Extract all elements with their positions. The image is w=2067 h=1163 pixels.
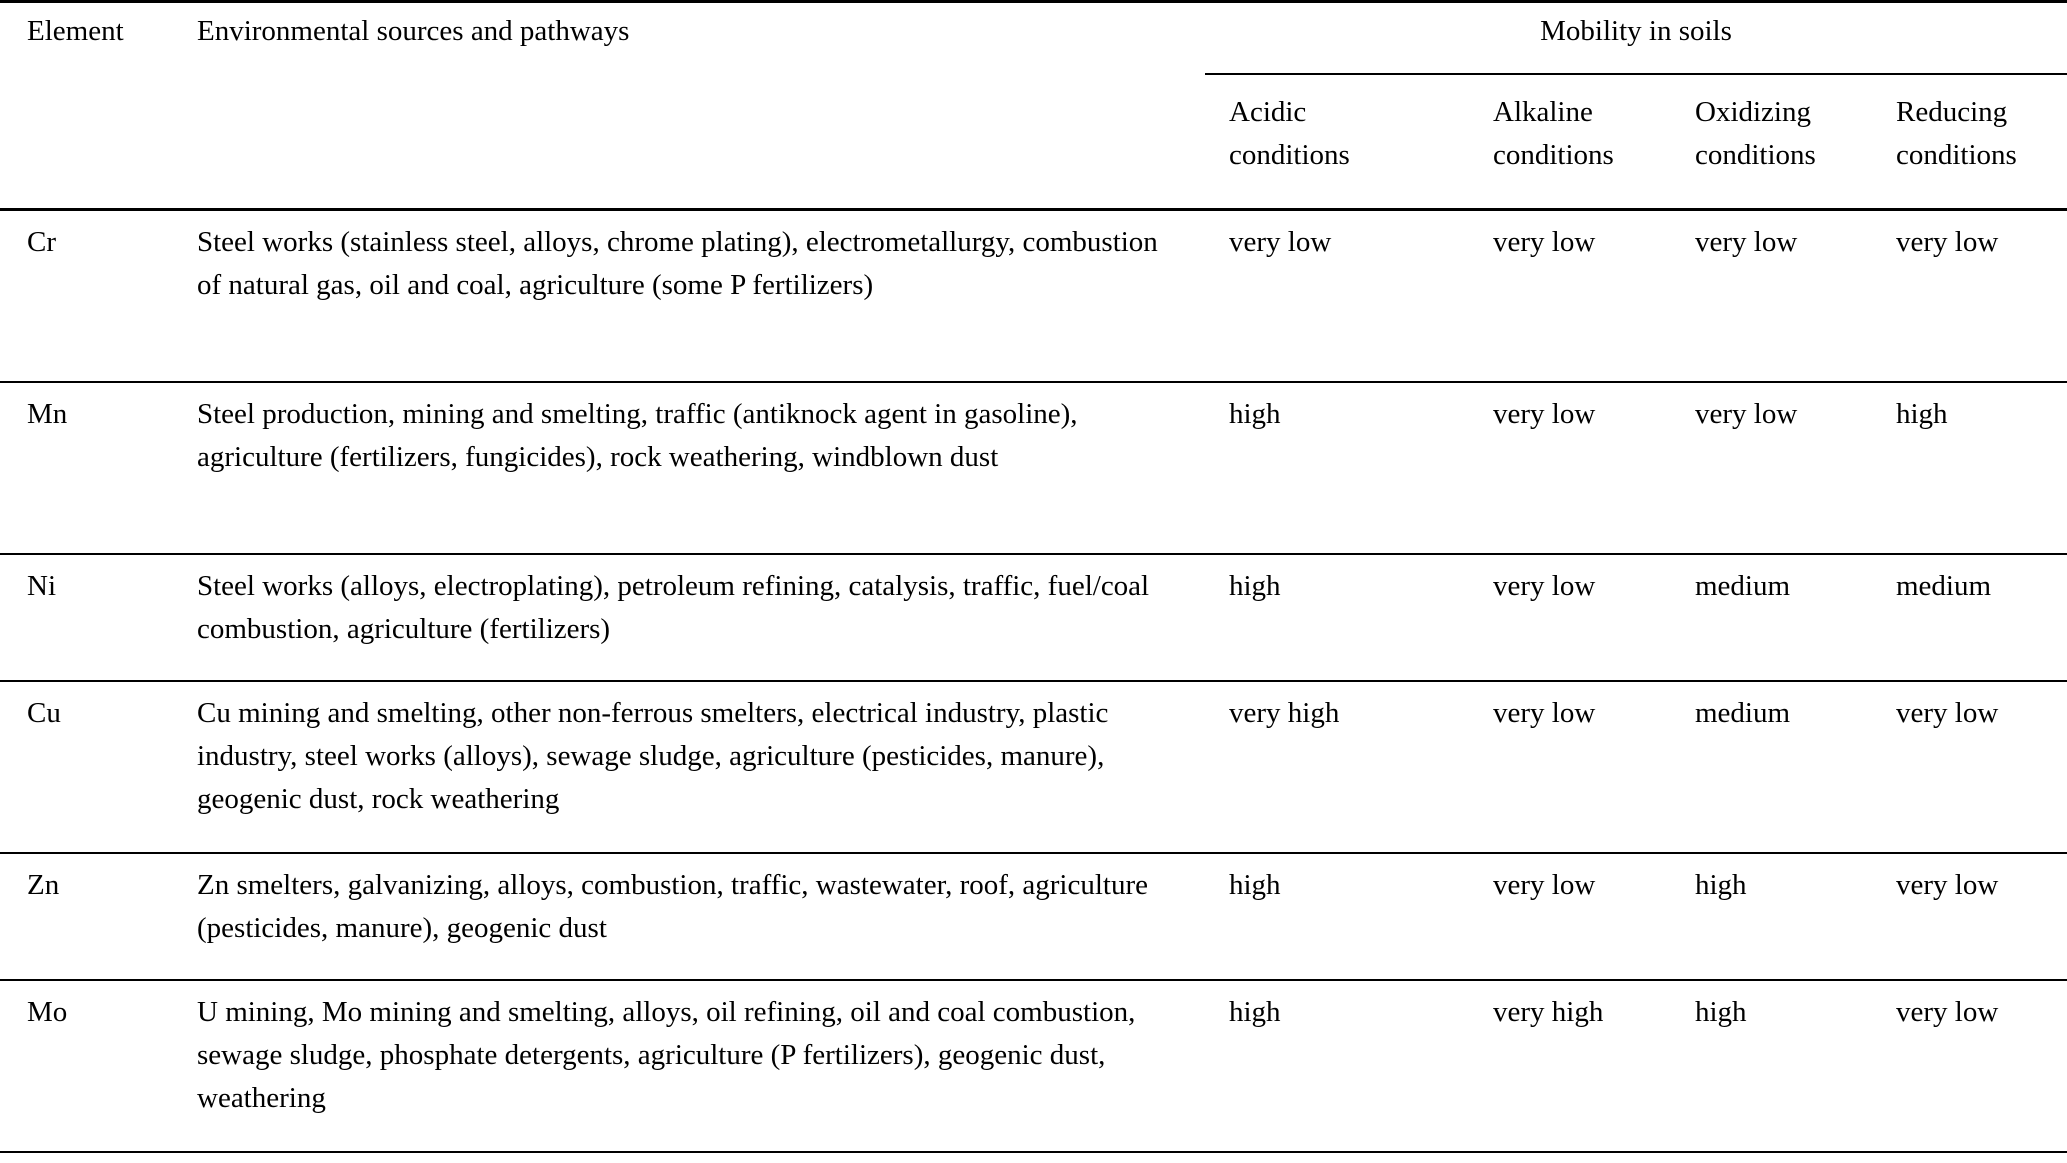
column-group-header-mobility: Mobility in soils — [1205, 1, 2067, 75]
mobility-reducing-cell: very low — [1896, 980, 2067, 1153]
element-cell: Ni — [0, 554, 197, 682]
mobility-oxidizing-cell: very low — [1695, 382, 1896, 555]
header-row-conditions: Acidic conditions Alkaline conditions Ox… — [0, 74, 2067, 211]
mobility-reducing-cell: medium — [1896, 554, 2067, 682]
table-row-ni: Ni Steel works (alloys, electroplating),… — [0, 554, 2067, 682]
column-header-sources: Environmental sources and pathways — [197, 1, 1205, 211]
mobility-oxidizing-cell: high — [1695, 980, 1896, 1153]
mobility-alkaline-cell: very high — [1493, 980, 1695, 1153]
table-row-mn: Mn Steel production, mining and smelting… — [0, 382, 2067, 555]
mobility-oxidizing-cell: medium — [1695, 681, 1896, 854]
mobility-acidic-cell: high — [1205, 853, 1493, 981]
mobility-oxidizing-cell: very low — [1695, 209, 1896, 383]
table-body: Cr Steel works (stainless steel, alloys,… — [0, 209, 2067, 1163]
element-cell: Cd — [0, 1152, 197, 1163]
column-header-element: Element — [0, 1, 197, 211]
sources-cell: Cu mining and smelting, other non-ferrou… — [197, 681, 1205, 854]
mobility-alkaline-cell: very low — [1493, 681, 1695, 854]
mobility-oxidizing-cell: variable — [1695, 1152, 1896, 1163]
table-header: Element Environmental sources and pathwa… — [0, 1, 2067, 211]
mobility-acidic-cell: high — [1205, 382, 1493, 555]
mobility-oxidizing-cell: medium — [1695, 554, 1896, 682]
header-row-group: Element Environmental sources and pathwa… — [0, 1, 2067, 211]
mobility-reducing-cell: very low — [1896, 681, 2067, 854]
mobility-acidic-cell: very low — [1205, 209, 1493, 383]
sources-cell: Zn smelters, galvanizing, alloys, combus… — [197, 853, 1205, 981]
mobility-reducing-cell: very low — [1896, 209, 2067, 383]
mobility-reducing-cell: very low — [1896, 1152, 2067, 1163]
element-cell: Cu — [0, 681, 197, 854]
mobility-alkaline-cell: very low — [1493, 382, 1695, 555]
element-cell: Cr — [0, 209, 197, 383]
mobility-acidic-cell: high — [1205, 554, 1493, 682]
mobility-alkaline-cell: very low — [1493, 853, 1695, 981]
column-header-acidic: Acidic conditions — [1205, 74, 1493, 211]
mobility-oxidizing-cell: high — [1695, 853, 1896, 981]
mobility-alkaline-cell: very low — [1493, 209, 1695, 383]
column-header-oxidizing: Oxidizing conditions — [1695, 74, 1896, 211]
table-row-cd: Cd Coal combustion, iron and steel mills… — [0, 1152, 2067, 1163]
column-header-alkaline: Alkaline conditions — [1493, 74, 1695, 211]
table-row-zn: Zn Zn smelters, galvanizing, alloys, com… — [0, 853, 2067, 981]
element-cell: Mo — [0, 980, 197, 1153]
mobility-reducing-cell: very low — [1896, 853, 2067, 981]
mobility-alkaline-cell: very low — [1493, 554, 1695, 682]
mobility-acidic-cell: relatively high — [1205, 1152, 1493, 1163]
table-row-cu: Cu Cu mining and smelting, other non-fer… — [0, 681, 2067, 854]
table-row-cr: Cr Steel works (stainless steel, alloys,… — [0, 209, 2067, 383]
sources-cell: Steel works (stainless steel, alloys, ch… — [197, 209, 1205, 383]
mobility-alkaline-cell: medium — [1493, 1152, 1695, 1163]
mobility-acidic-cell: high — [1205, 980, 1493, 1153]
element-cell: Mn — [0, 382, 197, 555]
element-cell: Zn — [0, 853, 197, 981]
table-row-mo: Mo U mining, Mo mining and smelting, all… — [0, 980, 2067, 1153]
sources-cell: Steel production, mining and smelting, t… — [197, 382, 1205, 555]
mobility-acidic-cell: very high — [1205, 681, 1493, 854]
column-header-reducing: Reducing conditions — [1896, 74, 2067, 211]
sources-cell: Steel works (alloys, electroplating), pe… — [197, 554, 1205, 682]
mobility-reducing-cell: high — [1896, 382, 2067, 555]
sources-cell: U mining, Mo mining and smelting, alloys… — [197, 980, 1205, 1153]
sources-cell: Coal combustion, iron and steel mills, e… — [197, 1152, 1205, 1163]
